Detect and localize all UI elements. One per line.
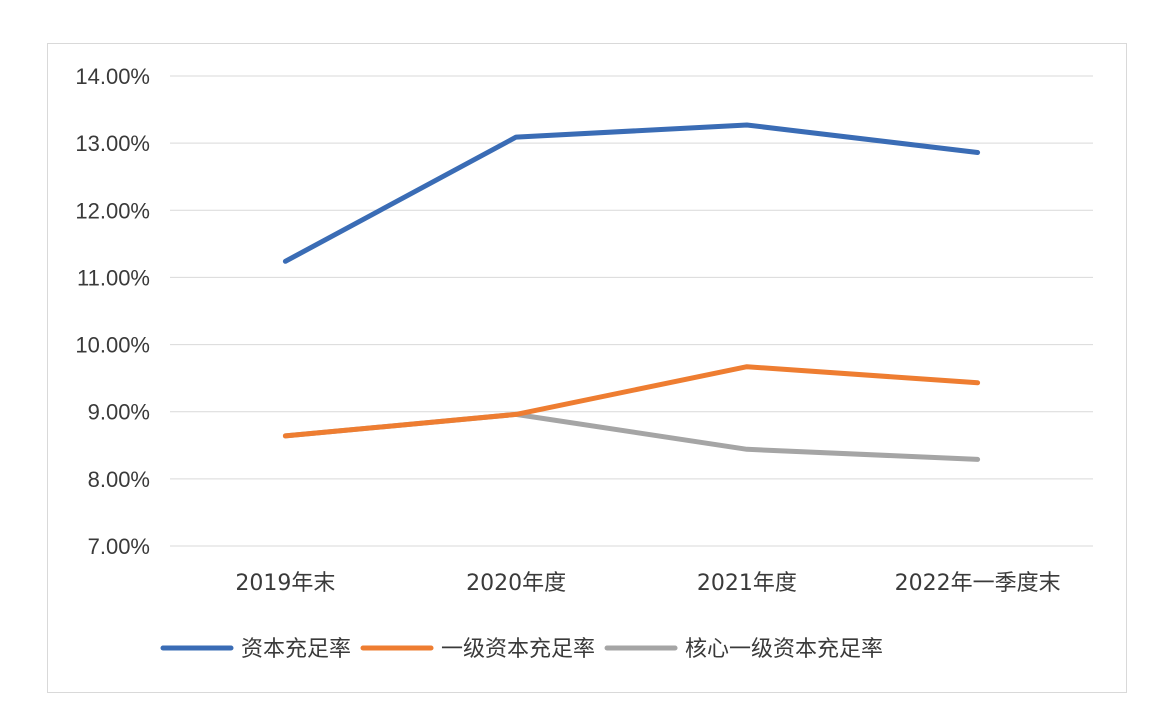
series-line-0 <box>282 122 981 264</box>
legend-label-1: 一级资本充足率 <box>441 637 595 662</box>
legend-label-2: 核心一级资本充足率 <box>685 637 883 662</box>
y-axis-ticks: 7.00% 8.00% 9.00% 10.00% 11.00% 12.00% 13.00% 1… <box>75 64 150 559</box>
y-tick-label: 8.00% <box>88 467 150 492</box>
x-tick-label: 2020年度 <box>466 571 566 596</box>
series-lines <box>282 122 981 462</box>
legend: 资本充足率 一级资本充足率 核心一级资本充足率 <box>160 637 883 662</box>
series-line-2 <box>282 411 981 462</box>
y-tick-label: 9.00% <box>88 400 150 425</box>
y-tick-label: 11.00% <box>77 265 150 290</box>
y-tick-label: 14.00% <box>75 64 150 89</box>
y-tick-label: 13.00% <box>75 131 150 156</box>
x-tick-label: 2021年度 <box>697 571 797 596</box>
x-axis-ticks: 2019年末 2020年度 2021年度 2022年一季度末 <box>235 571 1060 596</box>
grid-lines <box>170 75 1093 547</box>
y-tick-label: 12.00% <box>75 198 150 223</box>
series-line-1 <box>282 364 981 439</box>
x-tick-label: 2022年一季度末 <box>895 571 1061 596</box>
y-tick-label: 10.00% <box>75 333 150 358</box>
legend-label-0: 资本充足率 <box>241 637 351 662</box>
x-tick-label: 2019年末 <box>235 571 335 596</box>
y-tick-label: 7.00% <box>88 534 150 559</box>
